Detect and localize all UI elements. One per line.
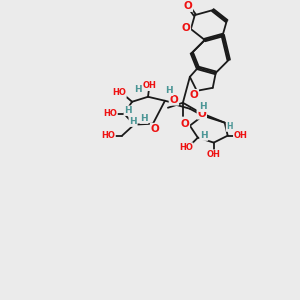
- Text: O: O: [182, 23, 190, 33]
- Text: H: H: [134, 85, 142, 94]
- Text: HO: HO: [101, 131, 115, 140]
- Text: O: O: [184, 1, 192, 11]
- Text: HO: HO: [112, 88, 126, 97]
- Text: O: O: [151, 124, 159, 134]
- Text: H: H: [129, 117, 137, 126]
- Text: O: O: [197, 109, 206, 119]
- Text: HO: HO: [179, 143, 193, 152]
- Text: H: H: [226, 122, 233, 131]
- Text: H: H: [199, 102, 207, 111]
- Text: HO: HO: [103, 109, 117, 118]
- Text: H: H: [140, 114, 148, 123]
- Text: OH: OH: [207, 150, 221, 159]
- Text: O: O: [190, 90, 198, 100]
- Text: H: H: [200, 131, 208, 140]
- Text: O: O: [181, 119, 189, 129]
- Text: H: H: [124, 106, 132, 115]
- Text: H: H: [165, 86, 173, 95]
- Text: OH: OH: [234, 131, 248, 140]
- Text: O: O: [169, 95, 178, 105]
- Text: OH: OH: [143, 81, 157, 90]
